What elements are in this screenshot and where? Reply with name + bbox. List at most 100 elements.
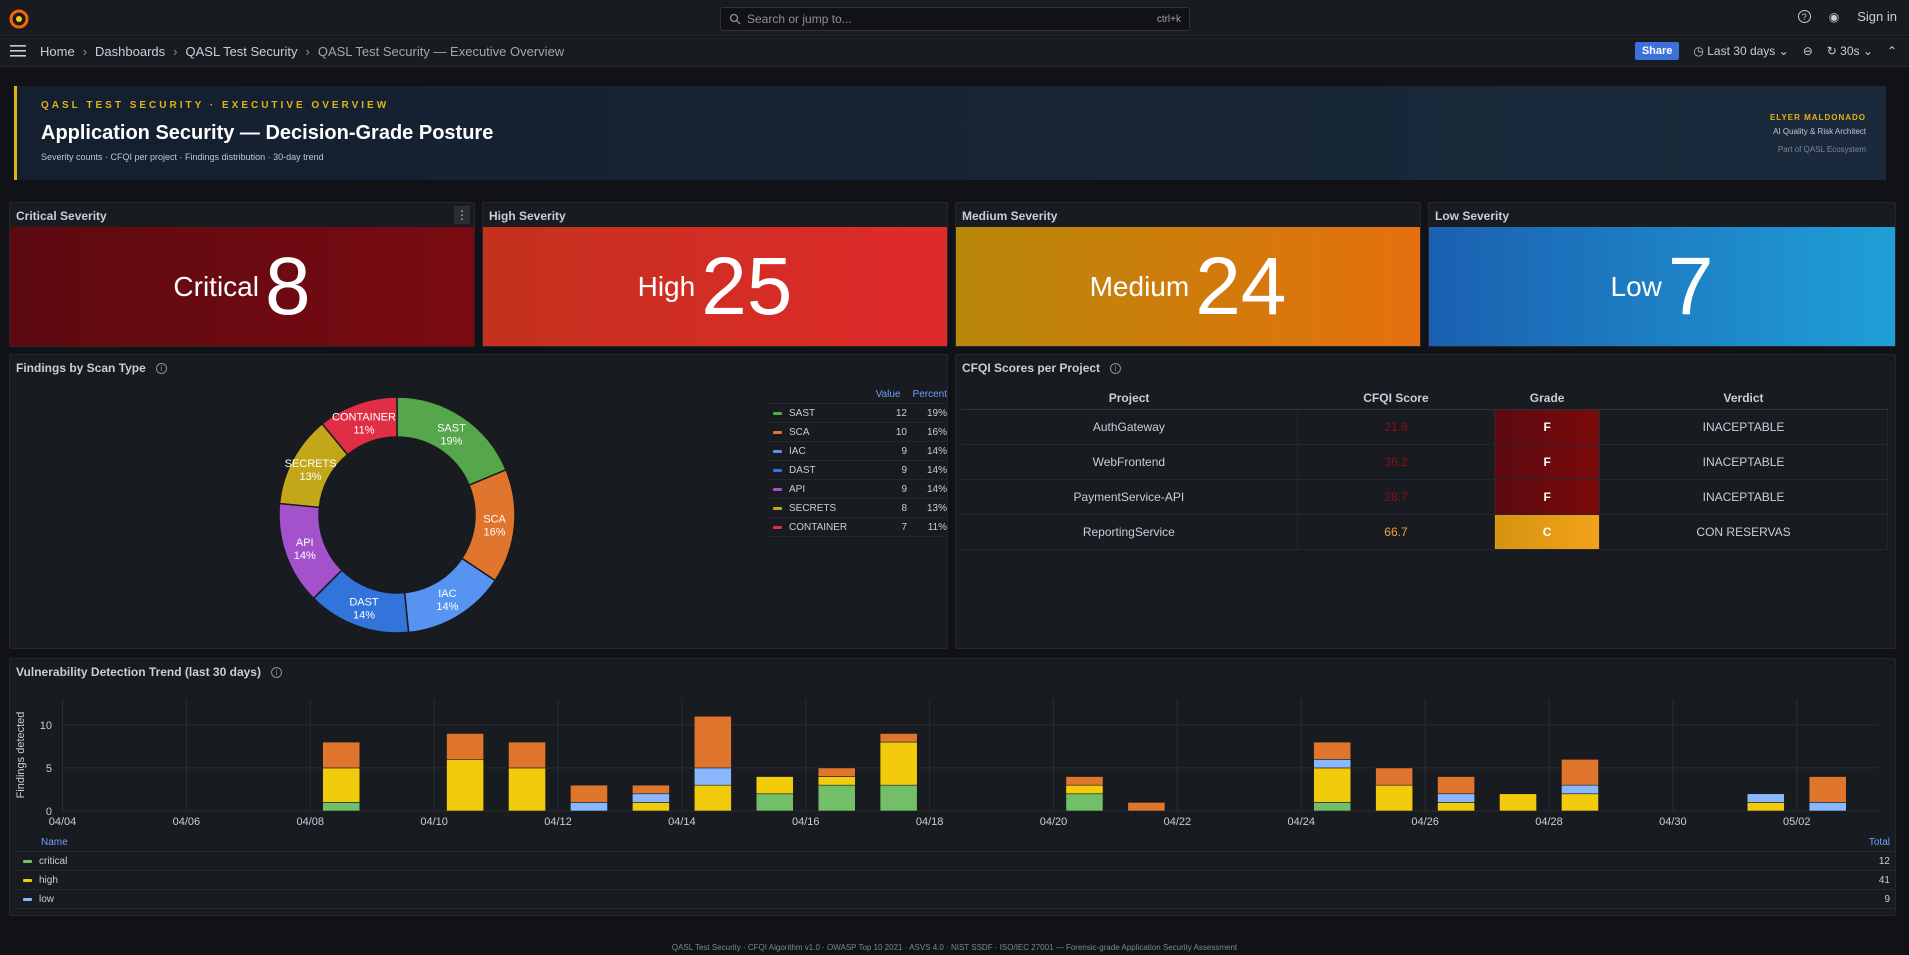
zoom-out-icon[interactable]: ⊖ xyxy=(1802,44,1813,58)
info-icon[interactable]: i xyxy=(155,363,167,375)
cell-score: 36.2 xyxy=(1297,444,1496,480)
legend-total: 12 xyxy=(1878,855,1890,867)
scan-type-panel[interactable]: Findings by Scan Type i SAST 19% SCA 16% IAC 1… xyxy=(9,354,948,649)
legend-row-critical[interactable]: critical 12 xyxy=(16,852,1896,871)
legend-row-high[interactable]: high 41 xyxy=(16,871,1896,890)
menu-icon[interactable] xyxy=(10,45,26,57)
trend-legend: Name Total critical 12 high 41 low 9 xyxy=(16,837,1896,909)
legend-col-name[interactable]: Name xyxy=(41,837,68,848)
bar-segment-high-04-27[interactable] xyxy=(1499,793,1537,812)
legend-row-sast[interactable]: SAST 12 19% xyxy=(767,404,947,423)
bar-segment-series-04-08[interactable] xyxy=(322,741,361,769)
breadcrumb-folder[interactable]: QASL Test Security xyxy=(185,44,298,59)
legend-row-dast[interactable]: DAST 9 14% xyxy=(767,461,947,480)
bar-segment-low-04-26[interactable] xyxy=(1437,793,1475,803)
help-icon[interactable]: ? xyxy=(1797,10,1811,23)
critical-severity-panel[interactable]: Critical Severity ⋮ Critical 8 xyxy=(9,202,475,347)
bar-segment-series-04-26[interactable] xyxy=(1437,776,1475,795)
bar-segment-high-04-17[interactable] xyxy=(879,741,918,786)
col-score[interactable]: CFQI Score xyxy=(1297,387,1495,410)
high-severity-panel[interactable]: High Severity High 25 xyxy=(482,202,948,347)
legend-row-container[interactable]: CONTAINER 7 11% xyxy=(767,518,947,537)
legend-row-sca[interactable]: SCA 10 16% xyxy=(767,423,947,442)
low-severity-panel[interactable]: Low Severity Low 7 xyxy=(1428,202,1896,347)
cfqi-panel[interactable]: CFQI Scores per Project i Project CFQI Sc… xyxy=(955,354,1896,649)
info-icon[interactable]: i xyxy=(270,667,282,679)
medium-severity-panel[interactable]: Medium Severity Medium 24 xyxy=(955,202,1421,347)
bar-segment-high-04-08[interactable] xyxy=(322,767,361,803)
bar-segment-series-04-24[interactable] xyxy=(1313,741,1352,760)
x-tick-label: 04/26 xyxy=(1411,816,1439,828)
bar-segment-series-04-20[interactable] xyxy=(1065,776,1104,786)
bar-segment-low-04-14[interactable] xyxy=(693,767,732,786)
bar-segment-series-04-28[interactable] xyxy=(1561,759,1599,786)
bar-segment-high-04-26[interactable] xyxy=(1437,802,1475,812)
bar-segment-high-04-20[interactable] xyxy=(1065,784,1104,795)
bar-segment-series-04-16[interactable] xyxy=(817,767,856,777)
col-project[interactable]: Project xyxy=(961,387,1298,410)
bar-segment-low-04-12[interactable] xyxy=(570,802,608,812)
breadcrumb-dashboards[interactable]: Dashboards xyxy=(95,44,166,59)
bar-segment-high-05-01[interactable] xyxy=(1746,802,1785,812)
bar-segment-critical-04-08[interactable] xyxy=(322,802,361,812)
bar-segment-high-04-11[interactable] xyxy=(508,767,546,812)
panel-menu-icon[interactable]: ⋮ xyxy=(454,206,470,224)
legend-value: 8 xyxy=(901,502,907,514)
bar-segment-critical-04-17[interactable] xyxy=(879,784,918,812)
legend-row-secrets[interactable]: SECRETS 8 13% xyxy=(767,499,947,518)
share-button[interactable]: Share xyxy=(1634,42,1680,60)
cell-score: 66.7 xyxy=(1297,514,1496,550)
bar-segment-critical-04-20[interactable] xyxy=(1065,793,1104,812)
panel-title: Findings by Scan Type i xyxy=(16,361,167,375)
bar-segment-series-04-11[interactable] xyxy=(508,741,546,769)
collapse-icon[interactable]: ⌃ xyxy=(1886,44,1897,58)
legend-col-percent[interactable]: Percent xyxy=(912,389,947,400)
bar-segment-low-04-13[interactable] xyxy=(632,793,670,803)
search-input[interactable]: Search or jump to... ctrl+k xyxy=(720,7,1190,31)
bar-segment-high-04-10[interactable] xyxy=(446,759,484,812)
col-grade[interactable]: Grade xyxy=(1494,387,1600,410)
bar-segment-high-04-25[interactable] xyxy=(1375,784,1414,812)
bar-segment-series-05-02[interactable] xyxy=(1808,776,1847,803)
breadcrumb-home[interactable]: Home xyxy=(40,44,75,59)
bar-segment-high-04-14[interactable] xyxy=(693,784,732,812)
bar-segment-series-04-17[interactable] xyxy=(879,733,918,743)
x-tick-label: 04/24 xyxy=(1287,816,1315,828)
bar-segment-critical-04-15[interactable] xyxy=(755,793,794,812)
bar-segment-high-04-13[interactable] xyxy=(632,802,670,812)
info-icon[interactable]: i xyxy=(1110,363,1122,375)
col-verdict[interactable]: Verdict xyxy=(1599,387,1888,410)
x-tick-label: 04/12 xyxy=(544,816,572,828)
legend-percent: 13% xyxy=(926,502,947,514)
bar-segment-high-04-15[interactable] xyxy=(755,776,794,795)
bar-segment-high-04-28[interactable] xyxy=(1561,793,1599,812)
table-header-row: Project CFQI Score Grade Verdict xyxy=(961,387,1888,410)
legend-row-iac[interactable]: IAC 9 14% xyxy=(767,442,947,461)
grafana-logo-icon[interactable] xyxy=(8,8,30,30)
legend-row-low[interactable]: low 9 xyxy=(16,890,1896,909)
legend-col-total[interactable]: Total xyxy=(1868,837,1890,848)
bar-segment-low-04-24[interactable] xyxy=(1313,759,1352,769)
legend-col-value[interactable]: Value xyxy=(875,389,901,400)
bar-segment-low-05-01[interactable] xyxy=(1746,793,1785,803)
time-range-picker[interactable]: ◷ Last 30 days ⌄ xyxy=(1693,44,1788,58)
refresh-button[interactable]: ↻ 30s ⌄ xyxy=(1827,44,1873,58)
legend-value: 12 xyxy=(895,407,907,419)
trend-panel[interactable]: Vulnerability Detection Trend (last 30 d… xyxy=(9,658,1896,916)
bar-segment-series-04-21[interactable] xyxy=(1127,802,1166,812)
bar-segment-series-04-25[interactable] xyxy=(1375,767,1414,786)
bar-segment-series-04-10[interactable] xyxy=(446,733,484,760)
sign-in-link[interactable]: Sign in xyxy=(1857,9,1897,24)
bar-segment-series-04-12[interactable] xyxy=(570,784,608,803)
bar-segment-low-05-02[interactable] xyxy=(1808,802,1847,812)
bar-segment-critical-04-16[interactable] xyxy=(817,784,856,812)
bar-segment-high-04-24[interactable] xyxy=(1313,767,1352,803)
bar-segment-high-04-16[interactable] xyxy=(817,776,856,786)
rss-icon[interactable]: ◉ xyxy=(1828,9,1840,24)
bar-segment-series-04-13[interactable] xyxy=(632,784,670,795)
bar-segment-series-04-14[interactable] xyxy=(693,715,732,769)
donut-slice-container[interactable] xyxy=(321,396,398,456)
legend-row-api[interactable]: API 9 14% xyxy=(767,480,947,499)
bar-segment-critical-04-24[interactable] xyxy=(1313,802,1352,812)
bar-segment-low-04-28[interactable] xyxy=(1561,784,1599,795)
